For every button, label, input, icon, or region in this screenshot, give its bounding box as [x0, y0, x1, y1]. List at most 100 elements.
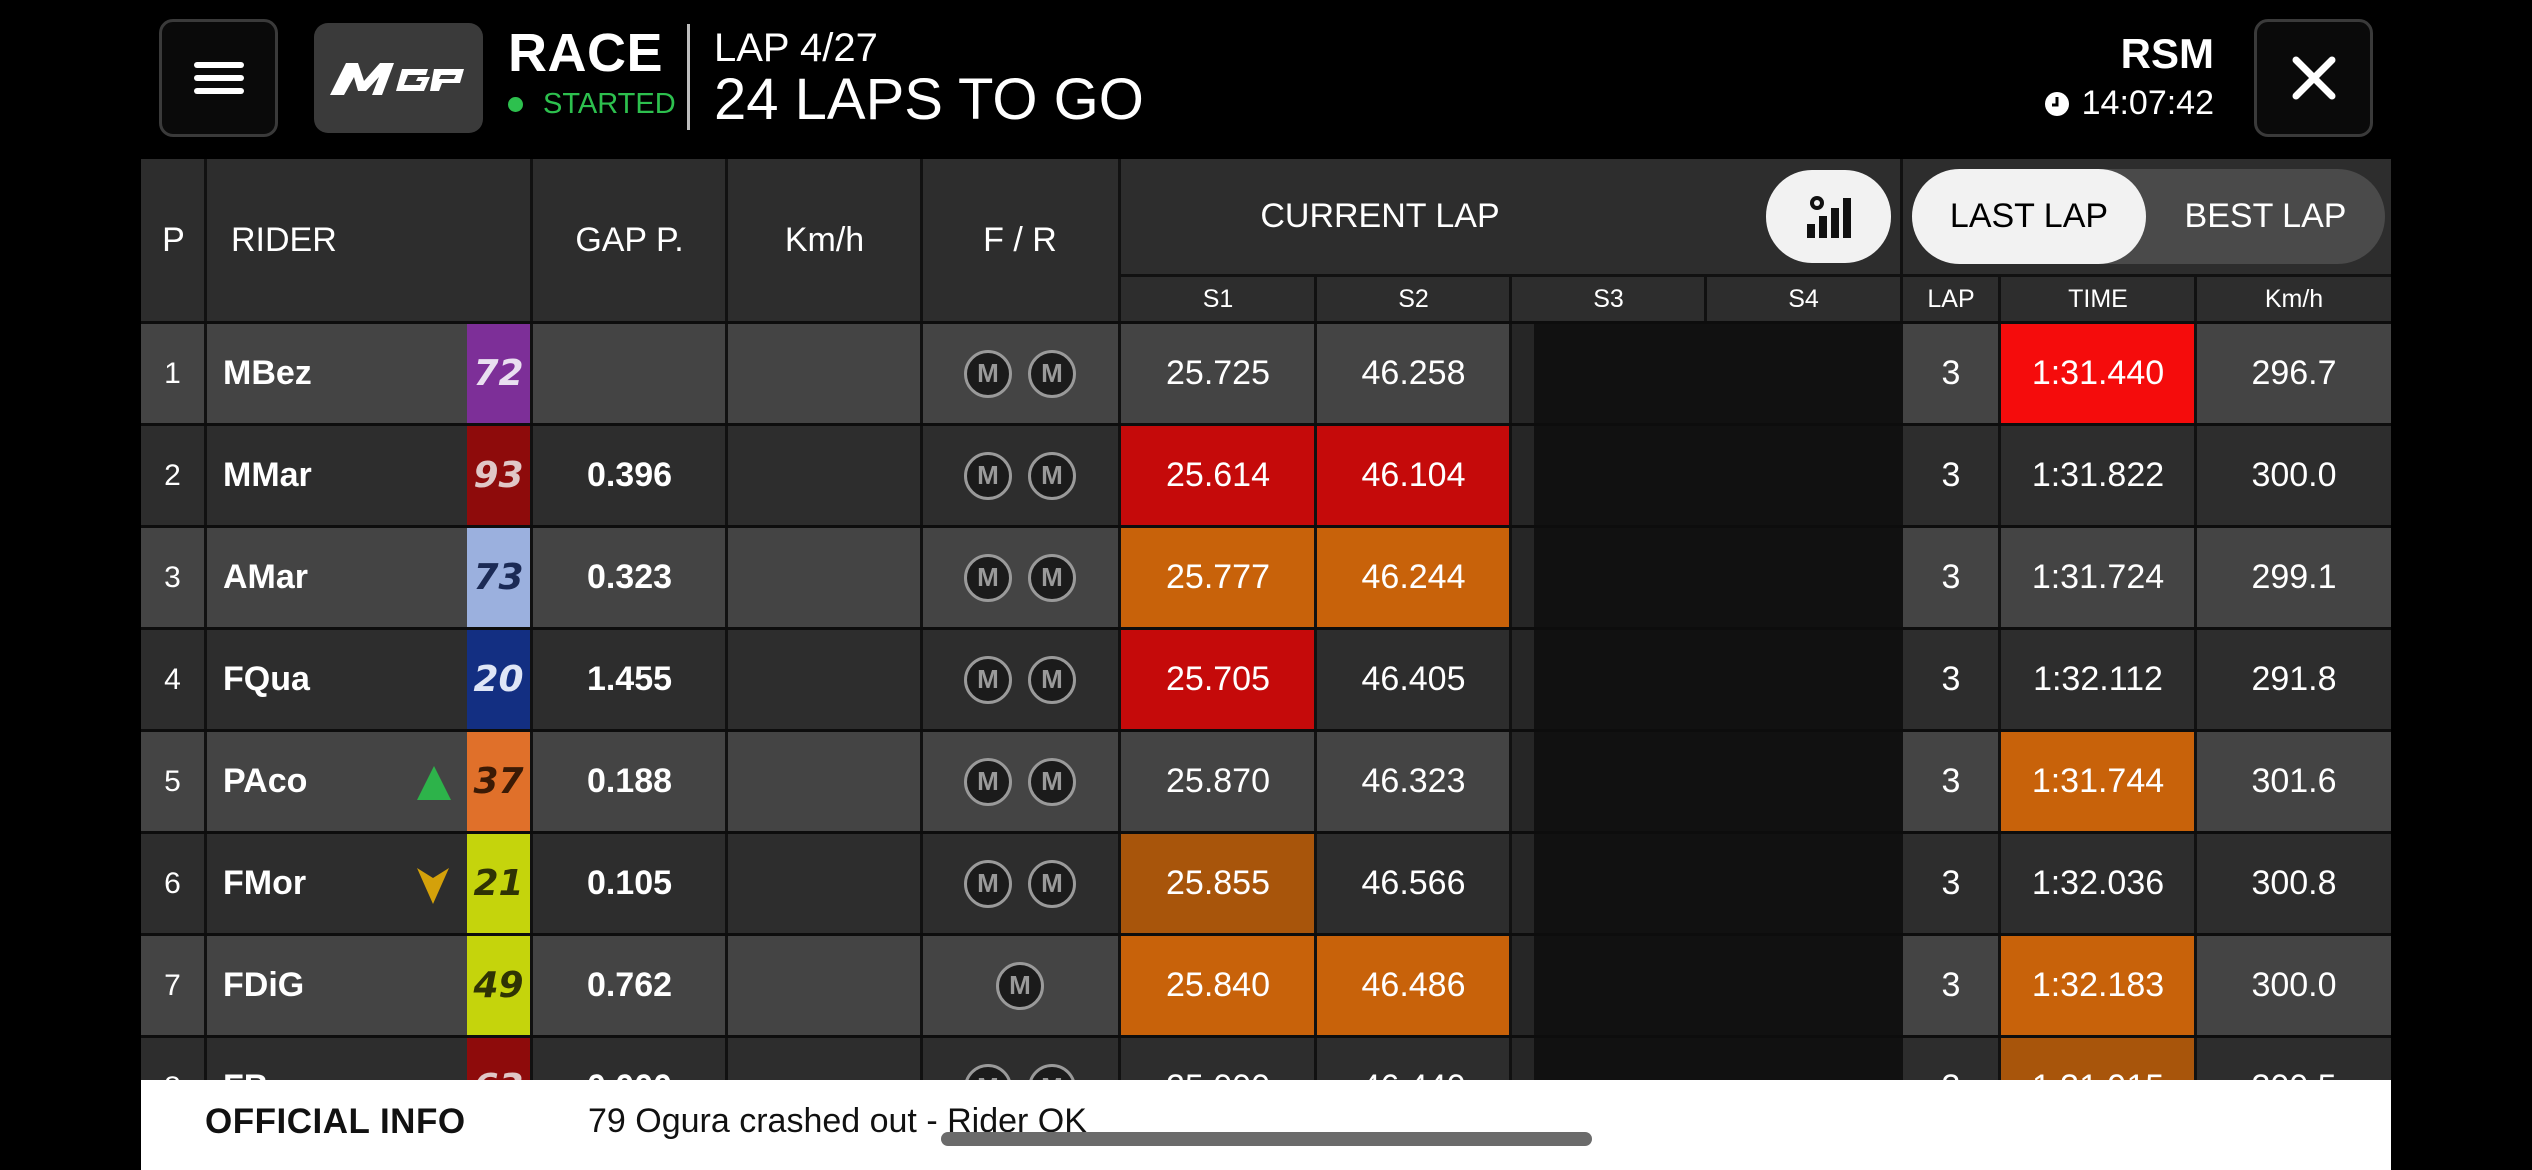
- lap-time-cell: 1:32.036: [2031, 864, 2165, 902]
- lap-number-cell: 3: [1941, 660, 1961, 698]
- lap-number-cell: 3: [1941, 558, 1961, 596]
- header-divider: [687, 24, 690, 130]
- tyre-medium-icon: M: [1028, 655, 1076, 704]
- lap-speed-cell: 296.7: [2251, 354, 2337, 392]
- lap-number-cell: 3: [1941, 966, 1961, 1004]
- gap-cell: 0.323: [586, 558, 673, 596]
- rider-number-badge: 20: [467, 630, 530, 729]
- tyre-medium-icon: M: [964, 655, 1012, 704]
- lap-number-cell: 3: [1941, 762, 1961, 800]
- s3-cell: [1512, 936, 1705, 1035]
- table-row[interactable]: 5 PAco 37 0.188 M M 25.870 46.323 3 1:31.744 301.6: [141, 729, 2391, 831]
- table-row[interactable]: 8FB630.000MM25.00046.44031:31.915300.5: [141, 1035, 2391, 1080]
- lap-time-cell: 1:31.440: [2001, 324, 2195, 423]
- menu-button[interactable]: [159, 19, 278, 137]
- position-up-icon: [415, 764, 453, 807]
- s4-cell: [1707, 528, 1900, 627]
- tyre-cell: MM: [923, 1038, 1117, 1080]
- lap-time-cell: 1:32.183: [2001, 936, 2195, 1035]
- rider-number-badge: 49: [467, 936, 530, 1035]
- local-time-value: 14:07:42: [2081, 84, 2214, 122]
- tyre-medium-icon: M: [1028, 859, 1076, 908]
- rider-number-badge: 72: [467, 324, 530, 423]
- mgp-logo: [314, 23, 483, 133]
- table-row[interactable]: 2 MMar 93 0.396 M M 25.614 46.104 3 1:31.822 300.0: [141, 423, 2391, 525]
- official-info-bar[interactable]: OFFICIAL INFO 79 Ogura crashed out - Rid…: [141, 1080, 2391, 1170]
- local-time: 14:07:42: [2044, 84, 2214, 123]
- lap-speed-cell: 291.8: [2251, 660, 2337, 698]
- gap-cell: 0.188: [586, 762, 673, 800]
- position-cell: 4: [164, 662, 181, 696]
- gap-cell: 0.000: [533, 1038, 726, 1080]
- s1-cell: 25.840: [1121, 936, 1315, 1035]
- chart-view-button[interactable]: [1766, 170, 1891, 263]
- lap-speed-cell: 300.0: [2251, 966, 2337, 1004]
- rider-name: FMor: [223, 864, 307, 902]
- official-info-label: OFFICIAL INFO: [205, 1102, 466, 1141]
- s2-cell: 46.244: [1317, 528, 1510, 627]
- position-cell: 5: [164, 764, 181, 798]
- s3-cell: [1512, 1038, 1705, 1080]
- tyre-medium-icon: M: [1028, 1063, 1076, 1080]
- col-header-s2: S2: [1317, 274, 1510, 321]
- s4-cell: [1707, 426, 1900, 525]
- table-row[interactable]: 7 FDiG 49 0.762 M 25.840 46.486 3 1:32.183 300.0: [141, 933, 2391, 1035]
- s4-cell: [1707, 324, 1900, 423]
- col-header-time: TIME: [2001, 274, 2195, 321]
- laps-to-go: 24 LAPS TO GO: [714, 67, 1144, 132]
- speed-cell: [728, 834, 921, 933]
- s1-cell: 25.855: [1121, 834, 1315, 933]
- table-row[interactable]: 3 AMar 73 0.323 M M 25.777 46.244 3 1:31.724 299.1: [141, 525, 2391, 627]
- gap-cell: 0.105: [586, 864, 673, 902]
- col-header-lap-speed: Km/h: [2197, 274, 2391, 321]
- s1-cell: 25.614: [1121, 426, 1315, 525]
- s2-cell: 46.104: [1317, 426, 1510, 525]
- rider-name: FDiG: [223, 966, 305, 1004]
- rider-name: MBez: [223, 354, 312, 392]
- col-header-gap: GAP P.: [575, 220, 684, 259]
- lap-speed-cell: 299.1: [2251, 558, 2337, 596]
- lap-number-cell: 3: [1903, 1038, 1999, 1080]
- gap-cell: 0.762: [586, 966, 673, 1004]
- tyre-medium-icon: M: [1028, 553, 1076, 602]
- col-header-tyres: F / R: [983, 220, 1057, 259]
- lap-speed-cell: 300.5: [2197, 1038, 2391, 1080]
- position-cell: 1: [164, 356, 181, 390]
- last-lap-tab[interactable]: LAST LAP: [1912, 169, 2146, 264]
- close-button[interactable]: [2254, 19, 2373, 137]
- status-dot-icon: [508, 97, 523, 112]
- gap-cell: [533, 324, 726, 423]
- tyre-medium-icon: M: [996, 961, 1044, 1010]
- s4-cell: [1707, 732, 1900, 831]
- home-indicator[interactable]: [941, 1132, 1592, 1146]
- table-row[interactable]: 1 MBez 72 M M 25.725 46.258 3 1:31.440 296.7: [141, 321, 2391, 423]
- s2-cell: 46.258: [1361, 354, 1466, 392]
- current-lap-title: CURRENT LAP: [1260, 197, 1500, 235]
- s3-cell: [1512, 426, 1705, 525]
- tyre-cell: M: [923, 936, 1117, 1035]
- s2-cell: 46.566: [1361, 864, 1466, 902]
- s3-cell: [1512, 732, 1705, 831]
- table-header: P RIDER GAP P. Km/h F / R CURRENT LAP LA…: [141, 159, 2391, 321]
- hamburger-menu-icon: [193, 55, 244, 101]
- lap-speed-cell: 300.0: [2251, 456, 2337, 494]
- tyre-medium-icon: M: [964, 349, 1012, 398]
- s1-cell: 25.705: [1121, 630, 1315, 729]
- speed-cell: [728, 528, 921, 627]
- lap-time-cell: 1:31.744: [2001, 732, 2195, 831]
- table-body: 1 MBez 72 M M 25.725 46.258 3 1:31.440 296.7 2 MMar…: [141, 321, 2391, 1080]
- session-status-label: STARTED: [543, 88, 676, 120]
- best-lap-tab[interactable]: BEST LAP: [2184, 197, 2347, 235]
- position-down-icon: [415, 866, 451, 911]
- lap-time-cell: 1:31.724: [2031, 558, 2165, 596]
- col-header-s3: S3: [1512, 274, 1705, 321]
- speed-cell: [728, 936, 921, 1035]
- lap-counter: LAP 4/27: [714, 26, 878, 70]
- table-row[interactable]: 6 FMor 21 0.105 M M 25.855 46.566 3 1:32.036 300.8: [141, 831, 2391, 933]
- table-row[interactable]: 4 FQua 20 1.455 M M 25.705 46.405 3 1:32.112 291.8: [141, 627, 2391, 729]
